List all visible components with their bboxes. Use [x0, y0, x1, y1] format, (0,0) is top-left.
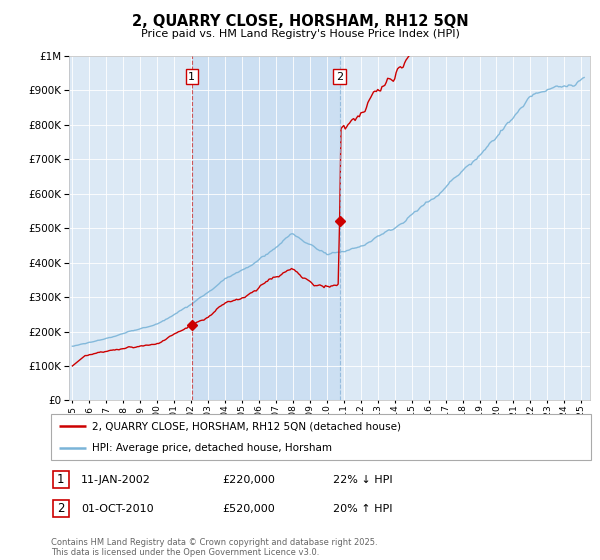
- Text: HPI: Average price, detached house, Horsham: HPI: Average price, detached house, Hors…: [91, 443, 331, 453]
- Text: 1: 1: [57, 473, 65, 486]
- Text: 2, QUARRY CLOSE, HORSHAM, RH12 5QN: 2, QUARRY CLOSE, HORSHAM, RH12 5QN: [131, 14, 469, 29]
- Bar: [192, 56, 340, 400]
- Text: 20% ↑ HPI: 20% ↑ HPI: [333, 504, 392, 514]
- Text: Contains HM Land Registry data © Crown copyright and database right 2025.
This d: Contains HM Land Registry data © Crown c…: [51, 538, 377, 557]
- Text: 2, QUARRY CLOSE, HORSHAM, RH12 5QN (detached house): 2, QUARRY CLOSE, HORSHAM, RH12 5QN (deta…: [91, 421, 401, 431]
- Text: 01-OCT-2010: 01-OCT-2010: [81, 504, 154, 514]
- Text: 22% ↓ HPI: 22% ↓ HPI: [333, 475, 392, 485]
- Text: £220,000: £220,000: [222, 475, 275, 485]
- FancyBboxPatch shape: [53, 500, 69, 517]
- Text: Price paid vs. HM Land Registry's House Price Index (HPI): Price paid vs. HM Land Registry's House …: [140, 29, 460, 39]
- Text: 1: 1: [188, 72, 196, 82]
- FancyBboxPatch shape: [53, 471, 69, 488]
- Text: £520,000: £520,000: [222, 504, 275, 514]
- FancyBboxPatch shape: [51, 414, 591, 460]
- Text: 2: 2: [57, 502, 65, 515]
- Text: 2: 2: [336, 72, 343, 82]
- Text: 11-JAN-2002: 11-JAN-2002: [81, 475, 151, 485]
